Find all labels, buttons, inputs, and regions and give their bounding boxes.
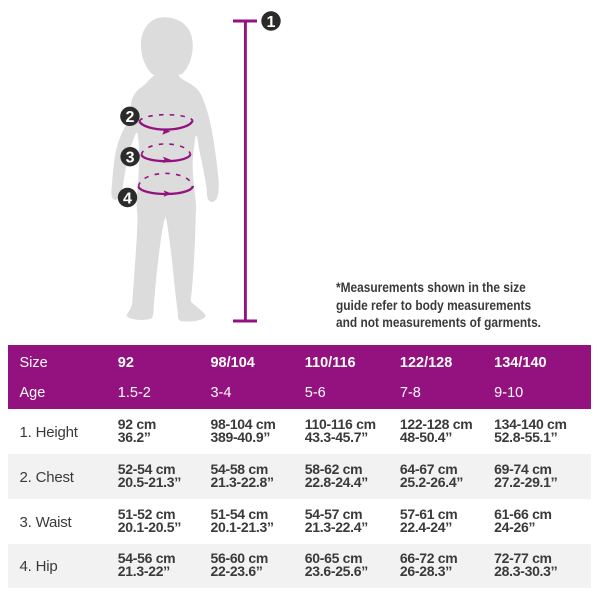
svg-text:3: 3 — [126, 150, 135, 167]
svg-text:4: 4 — [123, 190, 132, 207]
svg-text:2: 2 — [125, 109, 134, 126]
svg-text:1: 1 — [267, 14, 276, 31]
